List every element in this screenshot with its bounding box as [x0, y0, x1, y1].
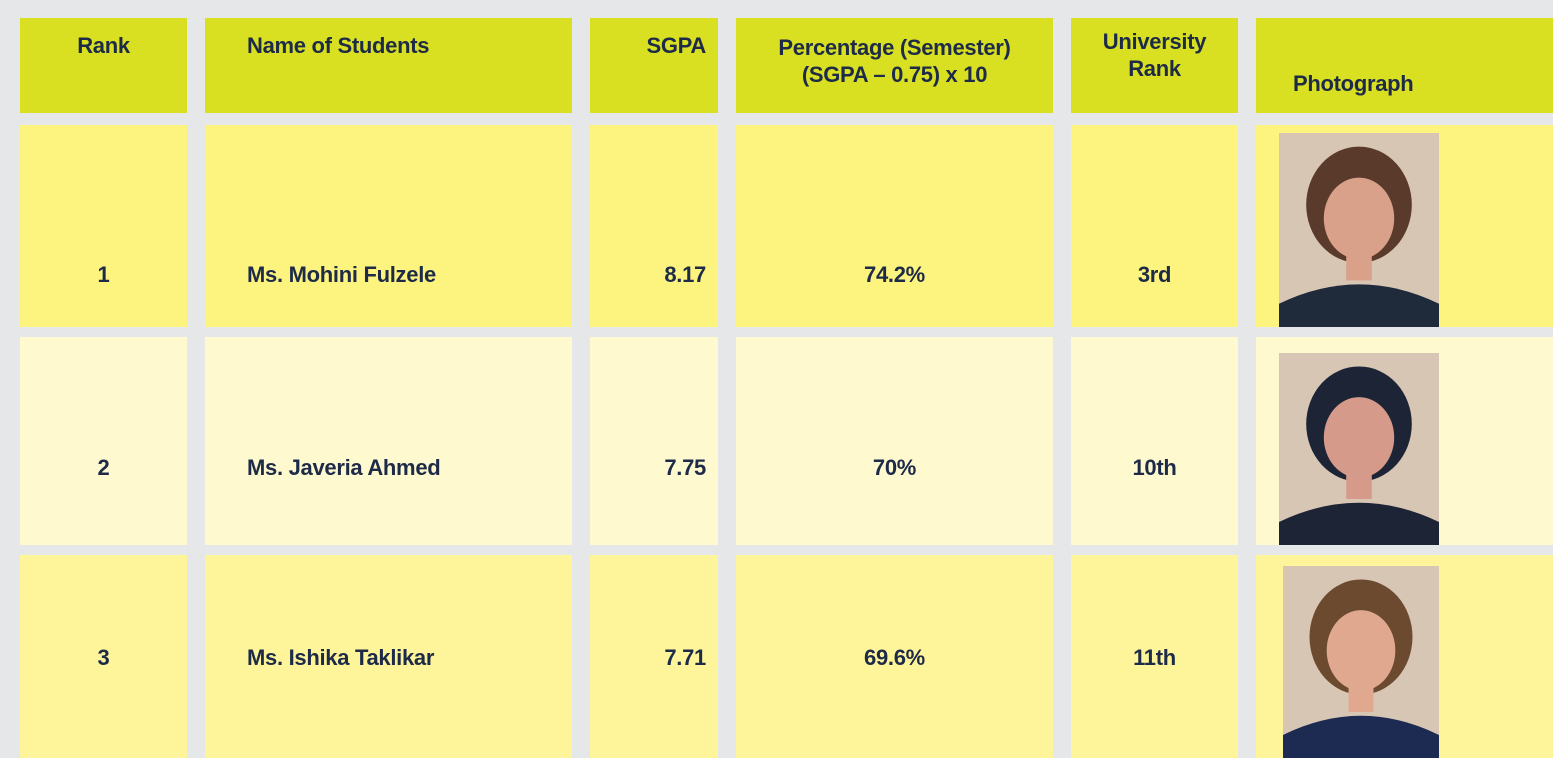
header-text: Percentage (Semester)(SGPA – 0.75) x 10: [736, 34, 1053, 88]
table-cell: Ms. Javeria Ahmed: [205, 337, 572, 545]
cell-text: Ms. Mohini Fulzele: [205, 261, 572, 288]
cell-text: 70%: [736, 454, 1053, 481]
header-cell: Name of Students: [205, 18, 572, 113]
cell-text: 11th: [1071, 644, 1238, 671]
header-text: SGPA: [590, 32, 718, 59]
table-cell: 69.6%: [736, 555, 1053, 758]
header-line: Rank: [1071, 55, 1238, 82]
table-cell: 2: [20, 337, 187, 545]
table-cell: 7.75: [590, 337, 718, 545]
cell-text: 3: [20, 644, 187, 671]
cell-text: 8.17: [590, 261, 718, 288]
cell-text: 7.71: [590, 644, 718, 671]
cell-text: 74.2%: [736, 261, 1053, 288]
table-cell: 10th: [1071, 337, 1238, 545]
cell-text: 69.6%: [736, 644, 1053, 671]
header-line: University: [1071, 28, 1238, 55]
cell-text: 3rd: [1071, 261, 1238, 288]
table-cell: 1: [20, 125, 187, 327]
header-cell: Rank: [20, 18, 187, 113]
table-cell: 11th: [1071, 555, 1238, 758]
header-line: (SGPA – 0.75) x 10: [736, 61, 1053, 88]
table-cell: 7.71: [590, 555, 718, 758]
table-cell: Ms. Mohini Fulzele: [205, 125, 572, 327]
header-text: Name of Students: [205, 32, 572, 59]
cell-text: 10th: [1071, 454, 1238, 481]
student-photo: [1279, 133, 1439, 327]
cell-text: 1: [20, 261, 187, 288]
cell-text: Ms. Javeria Ahmed: [205, 454, 572, 481]
cell-text: Ms. Ishika Taklikar: [205, 644, 572, 671]
student-photo: [1279, 353, 1439, 545]
table-cell: 70%: [736, 337, 1053, 545]
table-cell: 3: [20, 555, 187, 758]
student-photo: [1283, 566, 1439, 758]
results-table: Rank Name of Students SGPA Percentage (Seme…: [0, 0, 1553, 758]
cell-text: 2: [20, 454, 187, 481]
header-cell: SGPA: [590, 18, 718, 113]
table-cell: 8.17: [590, 125, 718, 327]
table-cell: 74.2%: [736, 125, 1053, 327]
header-cell: Photograph: [1256, 18, 1553, 113]
header-text: Photograph: [1256, 70, 1553, 97]
header-cell: Percentage (Semester)(SGPA – 0.75) x 10: [736, 18, 1053, 113]
cell-text: 7.75: [590, 454, 718, 481]
table-cell: Ms. Ishika Taklikar: [205, 555, 572, 758]
table-cell: 3rd: [1071, 125, 1238, 327]
header-text: Rank: [20, 32, 187, 59]
header-line: Percentage (Semester): [736, 34, 1053, 61]
